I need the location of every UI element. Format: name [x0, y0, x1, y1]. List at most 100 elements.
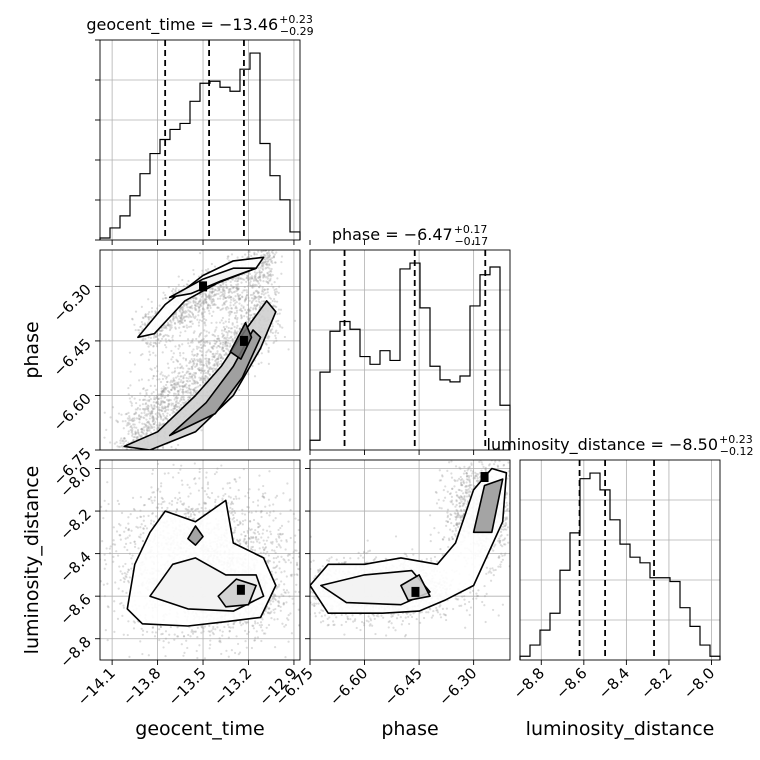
scatter-point [132, 620, 135, 623]
scatter-point [169, 319, 172, 322]
scatter-point [134, 408, 137, 411]
scatter-point [231, 291, 234, 294]
scatter-point [181, 401, 184, 404]
scatter-point [198, 470, 201, 474]
scatter-point [140, 427, 143, 431]
scatter-point [255, 538, 258, 541]
scatter-point [151, 451, 153, 453]
scatter-point [246, 294, 249, 297]
scatter-point [236, 279, 240, 283]
scatter-point [92, 552, 94, 554]
scatter-point [208, 312, 211, 315]
scatter-point [256, 292, 260, 295]
scatter-point [152, 336, 156, 339]
scatter-point [191, 382, 194, 385]
scatter-point [164, 338, 167, 341]
scatter-point [187, 316, 190, 319]
scatter-point [154, 420, 157, 424]
scatter-point [108, 547, 111, 550]
scatter-point [171, 385, 174, 389]
scatter-point [252, 531, 255, 534]
scatter-point [179, 317, 183, 321]
scatter-point [272, 256, 276, 259]
scatter-point [210, 295, 213, 298]
scatter-point [238, 327, 241, 331]
scatter-point [165, 340, 168, 343]
scatter-point [201, 379, 204, 382]
scatter-point [247, 537, 251, 540]
scatter-point [113, 543, 117, 546]
scatter-point [167, 408, 170, 411]
scatter-point [256, 522, 260, 525]
scatter-point [155, 343, 158, 346]
scatter-point [146, 427, 149, 430]
scatter-point [225, 283, 228, 287]
scatter-point [173, 638, 176, 641]
scatter-point [182, 315, 185, 318]
scatter-point [150, 405, 153, 408]
scatter-point [182, 357, 185, 360]
scatter-point [216, 467, 219, 470]
scatter-point [193, 389, 196, 392]
scatter-point [301, 585, 303, 587]
scatter-point [219, 285, 222, 289]
scatter-point [160, 390, 164, 394]
scatter-point [149, 398, 152, 401]
scatter-point [131, 562, 134, 565]
pair-content [92, 460, 303, 660]
scatter-point [127, 527, 131, 531]
scatter-point [257, 282, 260, 285]
scatter-point [277, 535, 280, 538]
scatter-point [232, 297, 235, 300]
scatter-point [235, 318, 239, 321]
scatter-point [186, 338, 190, 341]
scatter-point [182, 285, 185, 288]
scatter-point [201, 377, 205, 380]
scatter-point [207, 630, 210, 633]
scatter-point [173, 321, 176, 325]
scatter-point [246, 276, 249, 280]
scatter-point [230, 502, 233, 505]
scatter-point [214, 288, 217, 292]
scatter-point [164, 637, 168, 640]
scatter-point [226, 331, 229, 334]
scatter-point [223, 293, 226, 297]
scatter-point [188, 396, 191, 400]
scatter-point [274, 496, 277, 499]
scatter-point [156, 411, 159, 414]
scatter-point [145, 432, 148, 435]
scatter-point [178, 385, 181, 388]
scatter-point [226, 345, 229, 348]
scatter-point [203, 625, 207, 628]
scatter-point [260, 536, 263, 539]
scatter-point [176, 389, 180, 393]
scatter-point [192, 354, 195, 357]
scatter-point [133, 426, 136, 429]
scatter-point [182, 403, 185, 406]
scatter-point [169, 327, 172, 330]
scatter-point [170, 402, 173, 405]
scatter-point [189, 396, 192, 399]
scatter-point [191, 373, 194, 376]
scatter-point [192, 360, 195, 363]
scatter-point [189, 515, 192, 518]
scatter-point [207, 495, 210, 499]
scatter-point [161, 389, 164, 393]
scatter-point [148, 422, 151, 426]
scatter-point [235, 334, 238, 337]
scatter-point [201, 354, 204, 357]
scatter-point [152, 397, 156, 401]
scatter-point [224, 342, 227, 345]
scatter-point [198, 368, 201, 372]
scatter-point [238, 388, 241, 392]
scatter-point [179, 319, 182, 323]
scatter-point [193, 362, 196, 365]
scatter-point [274, 571, 277, 574]
scatter-point [210, 262, 213, 266]
scatter-point [151, 412, 154, 415]
scatter-point [202, 372, 205, 375]
scatter-point [166, 324, 170, 327]
scatter-point [225, 285, 228, 288]
scatter-point [249, 306, 252, 309]
scatter-point [252, 247, 254, 249]
